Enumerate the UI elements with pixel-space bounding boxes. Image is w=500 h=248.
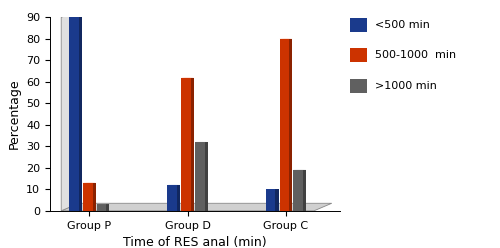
Bar [168,185,180,211]
Polygon shape [61,203,332,211]
Text: <500 min: <500 min [375,20,430,30]
Polygon shape [61,10,79,211]
Bar [294,170,306,211]
Bar [83,183,96,211]
Bar [276,189,278,211]
Bar [181,78,194,211]
Bar [280,39,292,211]
Bar [266,189,278,211]
Bar [195,142,208,211]
Bar [79,13,82,211]
Bar [350,18,367,32]
Bar [106,204,110,211]
Bar [191,78,194,211]
Bar [96,204,110,211]
Bar [303,170,306,211]
Bar [92,183,96,211]
Bar [350,79,367,93]
Text: 500-1000  min: 500-1000 min [375,50,456,60]
Bar [289,39,292,211]
X-axis label: Time of RES anal (min): Time of RES anal (min) [123,236,267,248]
Y-axis label: Percentage: Percentage [8,79,20,149]
Bar [69,13,82,211]
Text: >1000 min: >1000 min [375,81,437,91]
Bar [350,48,367,62]
Bar [177,185,180,211]
Bar [204,142,208,211]
